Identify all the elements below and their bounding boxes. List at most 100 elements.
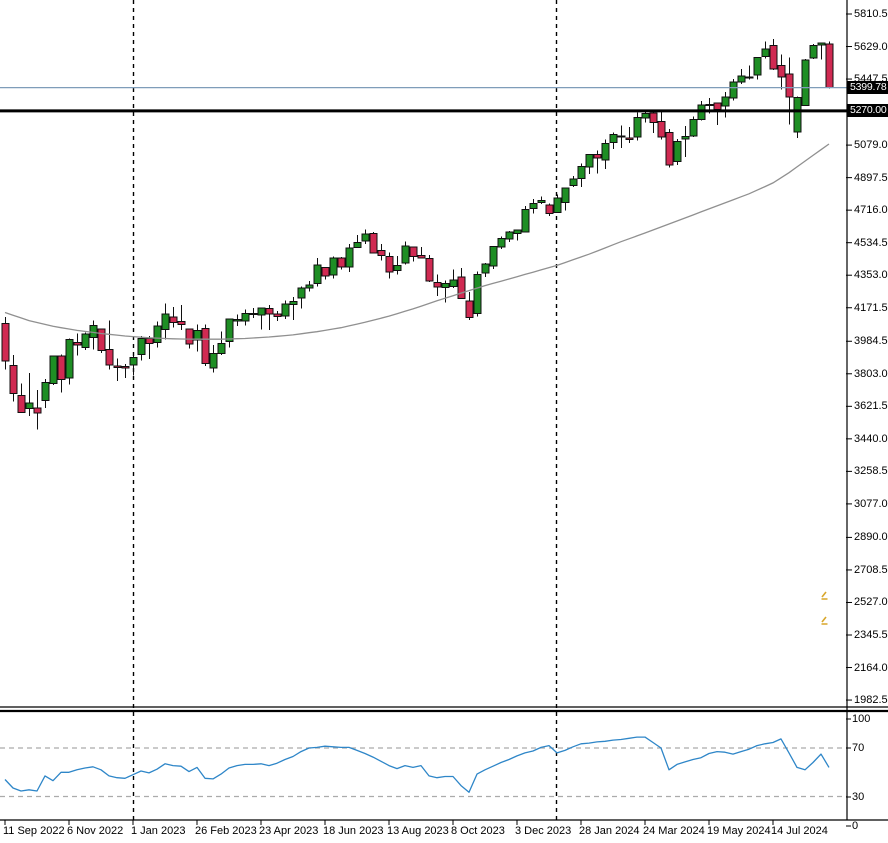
rsi-axis-label: 0	[852, 820, 859, 832]
candle-bull	[529, 202, 538, 210]
candle-bull	[209, 353, 218, 369]
candle-bear	[169, 316, 178, 323]
candle-bear	[593, 154, 602, 159]
candle-bull	[225, 318, 234, 343]
price-axis-label: 3077.00	[854, 498, 888, 510]
candle-bear	[33, 407, 42, 414]
candle-bear	[17, 394, 26, 414]
candle-bull	[585, 153, 594, 168]
candle-bull	[217, 343, 226, 354]
price-axis-label: 3621.50	[854, 400, 888, 412]
candle-bull	[497, 237, 506, 248]
price-axis-label: 2708.50	[854, 564, 888, 576]
candle-bull	[737, 75, 746, 83]
candle-bear	[649, 112, 658, 124]
candle-bear	[177, 320, 186, 325]
price-axis-label: 2164.00	[854, 662, 888, 674]
candle-bull	[513, 229, 522, 234]
candle-bear	[777, 65, 786, 78]
rsi-axis-label: 30	[852, 791, 865, 803]
candle-bull	[233, 319, 242, 322]
time-axis-label: 14 Jul 2024	[771, 825, 828, 837]
candle-bull	[681, 135, 690, 140]
price-axis-label: 3984.50	[854, 335, 888, 347]
candle-bear	[185, 328, 194, 345]
candle-bull	[65, 339, 74, 379]
candles	[1, 39, 834, 430]
candle-bull	[241, 313, 250, 322]
candle-bull	[689, 118, 698, 137]
object-marker[interactable]	[821, 616, 828, 625]
price-axis-label: 4534.50	[854, 237, 888, 249]
candle-bear	[57, 355, 66, 381]
candle-bear	[321, 267, 330, 277]
candle-bear	[113, 365, 122, 368]
candle-bull	[537, 199, 546, 204]
candle-bear	[705, 103, 714, 107]
price-axis-label: 5810.50	[854, 8, 888, 20]
candle-bear	[665, 132, 674, 166]
candle-bear	[713, 102, 722, 110]
candle-bull	[329, 257, 338, 276]
price-axis-label: 4897.50	[854, 172, 888, 184]
time-axis-label: 8 Oct 2023	[451, 825, 505, 837]
candle-bull	[521, 209, 530, 233]
rsi-axis-label: 100	[852, 713, 871, 725]
candle-bear	[377, 249, 386, 256]
candle-bear	[657, 120, 666, 138]
candle-bull	[49, 355, 58, 384]
candle-bull	[289, 301, 298, 305]
candle-bull	[345, 247, 354, 268]
candle-bear	[385, 255, 394, 273]
candle-bull	[721, 96, 730, 107]
price-axis-label: 5629.00	[854, 41, 888, 53]
time-axis-label: 6 Nov 2022	[67, 825, 124, 837]
price-axis-label: 3803.00	[854, 368, 888, 380]
candle-bear	[337, 257, 346, 268]
candle-bull	[553, 197, 562, 213]
candle-bear	[105, 348, 114, 366]
price-axis-label: 2890.00	[854, 531, 888, 543]
price-axis-label: 4353.00	[854, 269, 888, 281]
candle-bull	[753, 57, 762, 76]
time-axis-label: 26 Feb 2023	[195, 825, 257, 837]
candle-bull	[41, 382, 50, 401]
candle-bull	[297, 287, 306, 299]
candle-bull	[129, 356, 138, 366]
time-axis-label: 28 Jan 2024	[579, 825, 640, 837]
rsi-line	[4, 736, 830, 793]
candle-bull	[161, 313, 170, 331]
price-axis-label: 4171.50	[854, 302, 888, 314]
candle-bear	[433, 282, 442, 288]
candle-bear	[73, 342, 82, 346]
time-axis-label: 1 Jan 2023	[131, 825, 186, 837]
candle-bull	[401, 245, 410, 264]
candle-bear	[9, 365, 18, 394]
candle-bull	[673, 140, 682, 162]
candle-bull	[353, 241, 362, 248]
time-axis-label: 18 Jun 2023	[323, 825, 384, 837]
candle-bear	[545, 204, 554, 215]
candle-bull	[25, 402, 34, 410]
candle-bull	[801, 59, 810, 106]
candle-bear	[97, 328, 106, 351]
object-marker[interactable]	[821, 591, 828, 600]
current-price-badge: 5399.78	[847, 81, 888, 94]
price-axis-label: 2527.00	[854, 596, 888, 608]
candle-bear	[465, 300, 474, 319]
candle-bear	[785, 73, 794, 98]
candle-bull	[761, 48, 770, 58]
candle-bear	[625, 137, 634, 140]
candle-bull	[745, 76, 754, 79]
price-axis-label: 4716.00	[854, 204, 888, 216]
level-price-badge: 5270.00	[847, 104, 888, 117]
candle-bull	[793, 97, 802, 133]
candle-bear	[409, 246, 418, 258]
candle-bull	[505, 231, 514, 240]
time-axis-label: 11 Sep 2022	[3, 825, 65, 837]
candle-bull	[561, 187, 570, 203]
candle-bull	[633, 116, 642, 138]
candle-bull	[601, 142, 610, 161]
